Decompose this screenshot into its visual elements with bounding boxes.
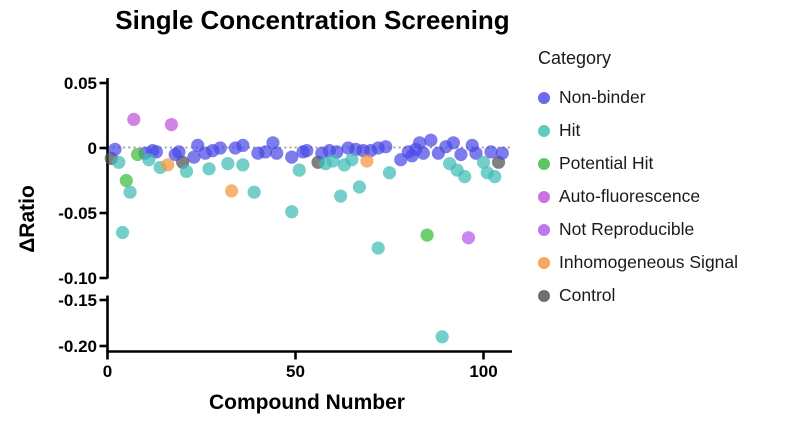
legend-item-label: Non-binder (559, 87, 646, 107)
legend-dot-icon (538, 91, 550, 104)
legend-item-label: Hit (559, 120, 581, 140)
y-tick-label: -0.20 (58, 337, 97, 356)
data-point (285, 205, 299, 219)
data-point (495, 146, 509, 160)
data-point (412, 136, 427, 150)
data-point (164, 118, 179, 132)
data-point (119, 173, 133, 188)
data-point (187, 150, 201, 164)
data-point (454, 147, 468, 162)
data-point (142, 153, 156, 167)
data-point (236, 158, 250, 172)
data-point (292, 163, 306, 177)
data-point (488, 170, 502, 184)
legend-item-label: Potential Hit (559, 153, 654, 173)
data-point (127, 112, 141, 126)
data-point (213, 141, 227, 155)
data-point (123, 185, 137, 199)
data-point (130, 147, 145, 162)
legend-item-non-binder: Non-binder (538, 81, 798, 114)
data-point (416, 146, 430, 160)
data-point (379, 140, 393, 154)
y-tick-label: 0.05 (63, 74, 97, 93)
data-point (352, 180, 367, 194)
data-point (236, 138, 250, 152)
y-tick-label: -0.10 (58, 269, 97, 288)
legend-item-label: Auto-fluorescence (559, 186, 701, 206)
legend-dot-icon (538, 124, 550, 137)
data-point (345, 153, 359, 167)
data-point (179, 164, 194, 178)
data-point (270, 146, 284, 160)
legend-item-label: Inhomogeneous Signal (559, 252, 739, 272)
legend-item-auto-fluorescence: Auto-fluorescence (538, 180, 798, 213)
y-tick-label: 0 (87, 139, 97, 158)
data-point (108, 142, 122, 156)
legend-dot-icon (538, 157, 550, 170)
legend-item-not-reproducible: Not Reproducible (538, 213, 798, 246)
legend-dot-icon (538, 256, 550, 269)
legend: Category Non-binder Hit Potential Hit Auto-… (538, 46, 798, 312)
data-point (371, 241, 385, 255)
data-point (300, 144, 314, 158)
data-point (458, 170, 472, 184)
chart-title: Single Concentration Screening (115, 5, 510, 35)
data-point (285, 150, 299, 164)
data-point (172, 145, 186, 159)
data-point (484, 145, 498, 159)
data-point (326, 154, 340, 168)
data-point (435, 330, 449, 344)
legend-item-inhomogeneous-signal: Inhomogeneous Signal (538, 246, 798, 279)
x-tick-label: 0 (102, 362, 113, 381)
data-point (476, 155, 491, 169)
legend-dot-icon (538, 223, 550, 236)
data-point (221, 157, 235, 171)
legend-item-potential-hit: Potential Hit (538, 147, 798, 180)
x-axis-title: Compound Number (209, 391, 405, 414)
data-point (202, 162, 216, 176)
legend-item-label: Control (559, 285, 616, 305)
data-point (258, 145, 273, 159)
data-point (334, 189, 348, 203)
y-tick-label: -0.15 (58, 291, 97, 310)
data-point (461, 231, 476, 245)
legend-dot-icon (538, 190, 550, 203)
data-point (469, 146, 483, 160)
data-point (266, 136, 280, 150)
data-point (360, 154, 374, 168)
data-point (115, 225, 130, 240)
data-point (161, 158, 175, 172)
y-tick-label: -0.05 (58, 204, 97, 223)
data-point (420, 228, 434, 242)
data-point (446, 136, 461, 150)
legend-item-hit: Hit (538, 114, 798, 147)
x-tick-label: 50 (286, 362, 305, 381)
legend-dot-icon (538, 289, 550, 302)
data-point (424, 133, 438, 147)
legend-title: Category (538, 48, 612, 68)
legend-items: Non-binder Hit Potential Hit Auto-fluoresce… (538, 81, 798, 312)
x-tick-label: 100 (469, 362, 498, 381)
data-point (247, 185, 261, 199)
data-point (382, 166, 397, 180)
data-point (224, 184, 239, 198)
data-point (112, 155, 126, 169)
legend-item-control: Control (538, 279, 798, 312)
legend-item-label: Not Reproducible (559, 219, 695, 239)
